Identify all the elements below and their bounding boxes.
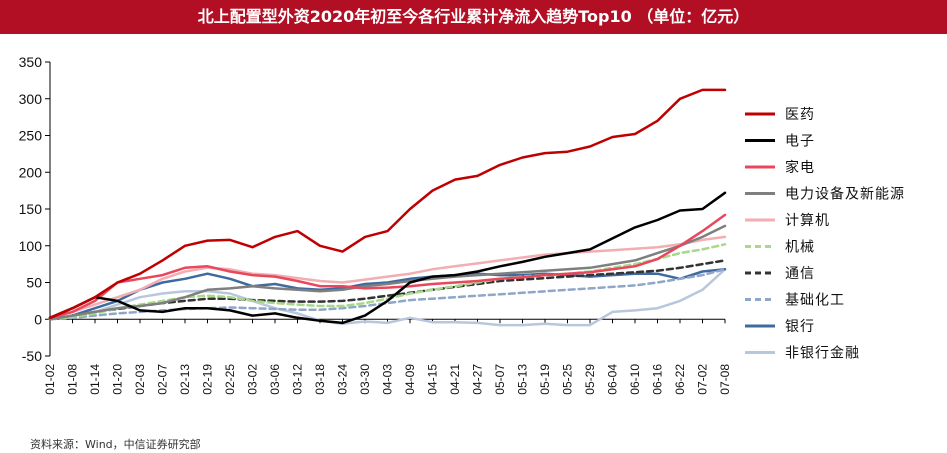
legend-label: 银行 bbox=[785, 319, 815, 335]
x-tick-label: 03-18 bbox=[313, 364, 327, 395]
y-tick-label: 0 bbox=[34, 311, 42, 327]
legend-label: 电力设备及新能源 bbox=[785, 186, 905, 203]
x-tick-label: 06-22 bbox=[673, 364, 687, 395]
x-tick-label: 03-30 bbox=[358, 364, 372, 395]
y-tick-label: 250 bbox=[19, 128, 43, 144]
series-line-7 bbox=[48, 268, 727, 321]
legend-label: 电子 bbox=[785, 134, 815, 150]
legend-label: 家电 bbox=[785, 159, 815, 176]
x-tick-label: 04-09 bbox=[403, 364, 417, 395]
x-tick-label: 06-16 bbox=[651, 364, 665, 395]
x-tick-label: 02-13 bbox=[178, 364, 192, 395]
series-layer bbox=[48, 88, 727, 327]
legend-label: 机械 bbox=[785, 240, 815, 256]
y-tick-label: 200 bbox=[19, 164, 43, 180]
line-chart: -50 0 50 100 150 200 250 300 350 01-02 01-08 01-14 0… bbox=[19, 54, 905, 395]
series-line-8 bbox=[48, 268, 727, 321]
x-tick-label: 03-24 bbox=[336, 364, 350, 395]
x-tick-label: 07-08 bbox=[718, 364, 732, 395]
x-tick-label: 02-19 bbox=[201, 364, 215, 395]
legend-label: 非银行金融 bbox=[785, 346, 860, 362]
y-tick-label: 100 bbox=[19, 238, 43, 254]
x-tick-label: 04-15 bbox=[426, 364, 440, 395]
x-tick-label: 04-21 bbox=[448, 364, 462, 395]
x-tick-label: 05-25 bbox=[561, 364, 575, 395]
x-tick-label: 01-20 bbox=[111, 364, 125, 395]
x-tick-label: 01-02 bbox=[43, 364, 57, 395]
x-tick-label: 07-02 bbox=[696, 364, 710, 395]
x-tick-label: 04-27 bbox=[471, 364, 485, 395]
series-line-5 bbox=[48, 243, 727, 321]
y-tick-label: 300 bbox=[19, 91, 43, 107]
y-tick-label: 50 bbox=[26, 275, 42, 291]
source-note: 资料来源：Wind，中信证券研究部 bbox=[30, 438, 201, 451]
x-tick-label: 02-03 bbox=[133, 364, 147, 395]
x-tick-label: 05-13 bbox=[516, 364, 530, 395]
y-tick-label: 350 bbox=[19, 54, 43, 70]
series-line-9 bbox=[48, 268, 727, 327]
x-tick-label: 05-29 bbox=[583, 364, 597, 395]
x-tick-label: 02-25 bbox=[223, 364, 237, 395]
x-tick-label: 03-12 bbox=[291, 364, 305, 395]
x-tick-label: 04-03 bbox=[381, 364, 395, 395]
x-tick-label: 01-14 bbox=[88, 364, 102, 395]
x-tick-label: 05-07 bbox=[493, 364, 507, 395]
y-tick-label: 150 bbox=[19, 201, 43, 217]
x-tick-label: 05-19 bbox=[538, 364, 552, 395]
x-tick-label: 06-10 bbox=[628, 364, 642, 395]
series-line-3 bbox=[48, 224, 727, 321]
legend-label: 基础化工 bbox=[785, 292, 845, 309]
series-line-2 bbox=[48, 213, 727, 320]
chart-title: 北上配置型外资2020年初至今各行业累计净流入趋势Top10 （单位：亿元） bbox=[0, 0, 947, 34]
legend-label: 通信 bbox=[785, 266, 815, 282]
x-tick-label: 03-02 bbox=[246, 364, 260, 395]
x-tick-label: 01-08 bbox=[66, 364, 80, 395]
series-line-1 bbox=[48, 191, 727, 325]
axes: -50 0 50 100 150 200 250 300 350 01-02 01-08 01-14 0… bbox=[19, 54, 732, 395]
x-tick-label: 02-07 bbox=[156, 364, 170, 395]
x-tick-label: 03-06 bbox=[268, 364, 282, 395]
series-line-4 bbox=[48, 235, 727, 320]
y-tick-label: -50 bbox=[22, 348, 42, 364]
x-tick-label: 06-04 bbox=[606, 364, 620, 395]
legend-label: 计算机 bbox=[785, 213, 830, 229]
legend-label: 医药 bbox=[785, 107, 815, 123]
series-line-0 bbox=[48, 88, 727, 320]
